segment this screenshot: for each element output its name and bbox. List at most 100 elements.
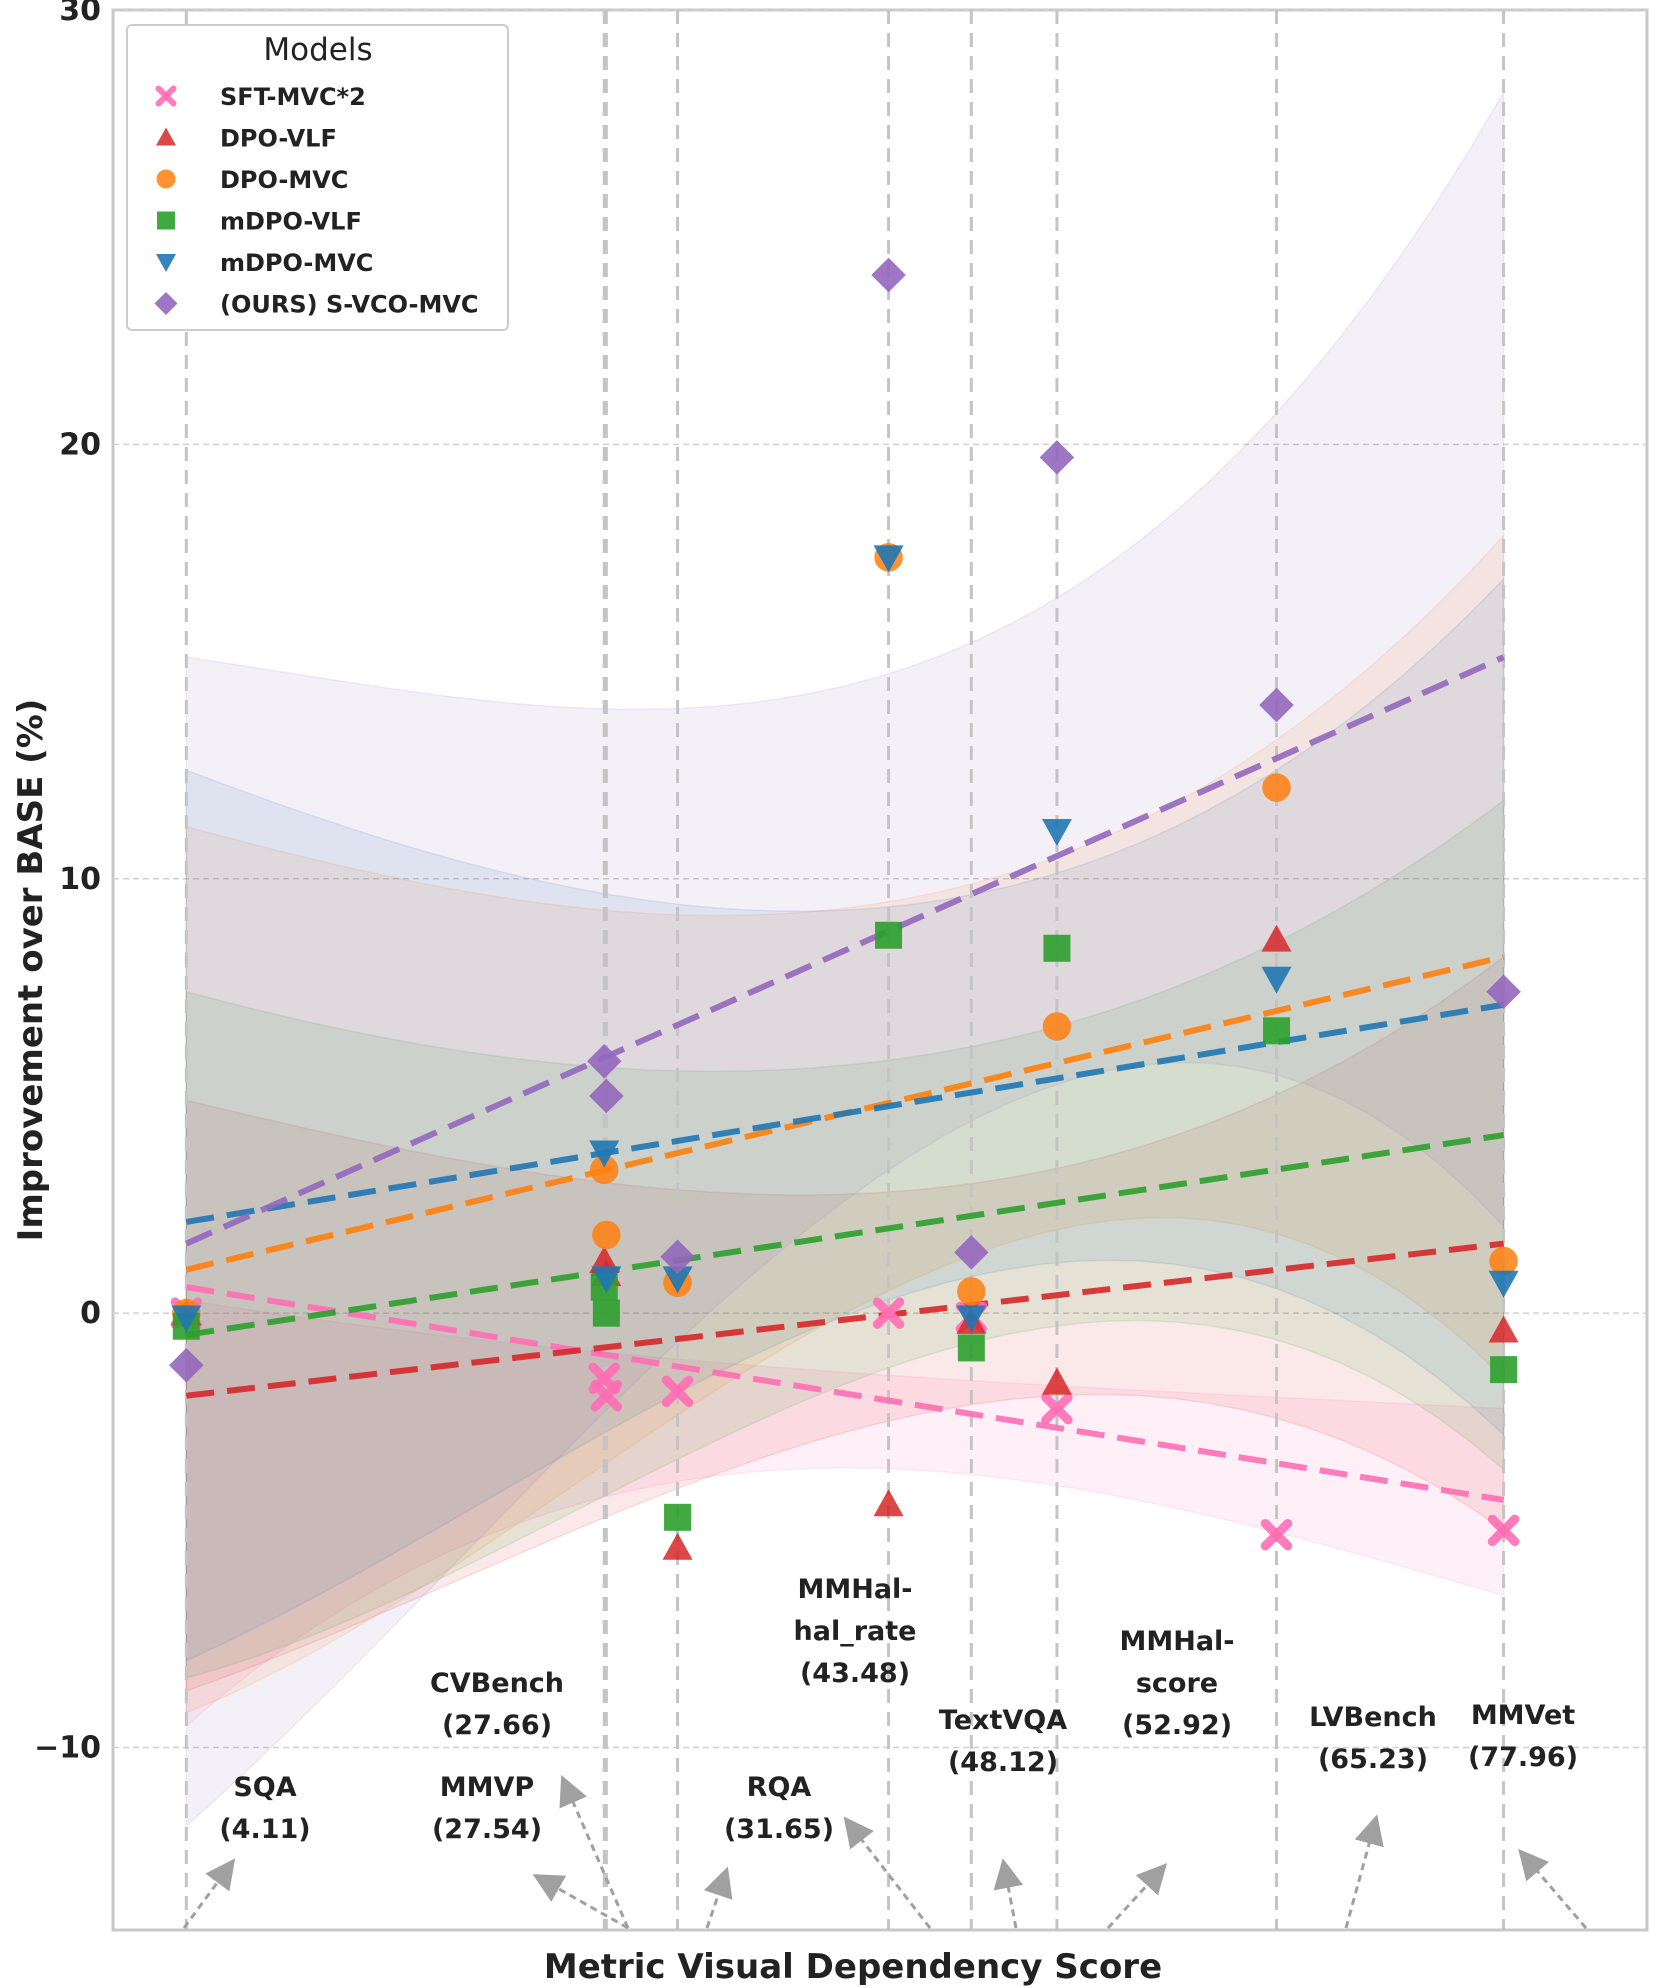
legend-label: mDPO-VLF — [220, 208, 362, 236]
data-point — [1263, 1017, 1291, 1045]
benchmark-arrow — [532, 1874, 629, 1930]
benchmark-arrows — [182, 1775, 1588, 1930]
benchmark-arrow — [182, 1858, 236, 1929]
benchmark-label: CVBench — [430, 1668, 564, 1699]
x-stroke — [590, 1379, 623, 1412]
y-axis-label: Improvement over BASE (%) — [11, 699, 51, 1242]
benchmark-label: score — [1136, 1668, 1218, 1699]
data-point — [956, 1305, 987, 1333]
benchmark-labels: SQA (4.11) MMVP (27.54) CVBench (27.66) RQA (31… — [219, 1574, 1578, 1845]
legend-label: (OURS) S-VCO-MVC — [220, 291, 479, 319]
legend-marker — [156, 254, 176, 272]
legend-marker — [157, 211, 175, 230]
benchmark-guide-lines — [184, 10, 1506, 1930]
data-point — [1041, 818, 1072, 846]
data-point — [589, 1140, 620, 1168]
trend-line — [185, 1284, 1505, 1503]
benchmark-arrow — [704, 1866, 733, 1929]
data-point — [1262, 773, 1291, 802]
data-point — [1488, 1270, 1519, 1298]
trend-lines — [185, 654, 1505, 1503]
legend: Models SFT-MVC*2 DPO-VLF DPO-MVC mDPO-VLF mD… — [126, 24, 509, 331]
legend-label: SFT-MVC*2 — [220, 83, 366, 111]
data-point — [660, 1239, 695, 1274]
legend-label: DPO-MVC — [220, 166, 348, 194]
trend-line — [185, 1132, 1505, 1338]
data-point — [1488, 1315, 1519, 1343]
data-point — [1259, 687, 1294, 723]
data-point — [1489, 1246, 1518, 1276]
data-point — [957, 1277, 986, 1306]
benchmark-label: (77.96) — [1468, 1742, 1578, 1773]
y-tick-label: 30 — [59, 0, 101, 28]
data-point — [661, 1375, 694, 1408]
data-point — [871, 257, 906, 293]
data-point — [592, 1299, 620, 1327]
data-point — [1261, 966, 1292, 994]
data-point — [873, 1489, 904, 1517]
data-point — [591, 1266, 622, 1294]
benchmark-arrow — [1106, 1863, 1168, 1930]
benchmark-arrow — [1518, 1848, 1588, 1929]
benchmark-label: (65.23) — [1318, 1744, 1428, 1775]
x-stroke — [155, 85, 177, 107]
benchmark-label: (27.54) — [432, 1814, 542, 1845]
data-point — [954, 1235, 989, 1270]
benchmark-label: (31.65) — [724, 1814, 834, 1845]
data-point — [872, 1297, 905, 1329]
x-stroke — [872, 1297, 905, 1329]
benchmark-label: MMHal- — [797, 1574, 912, 1605]
benchmark-label: hal_rate — [794, 1616, 917, 1647]
benchmark-label: (43.48) — [800, 1658, 910, 1689]
benchmark-label: (27.66) — [442, 1710, 552, 1741]
legend-marker — [155, 85, 177, 107]
benchmark-label: LVBench — [1309, 1702, 1437, 1733]
data-point — [589, 1246, 620, 1274]
trend-line — [185, 1240, 1504, 1399]
y-tick-label: −10 — [34, 1731, 101, 1766]
benchmark-label: RQA — [747, 1772, 812, 1803]
data-point — [873, 545, 904, 573]
data-point — [1039, 440, 1075, 475]
benchmark-label: MMHal- — [1119, 1626, 1234, 1657]
data-point — [664, 1503, 692, 1531]
data-point — [1490, 1356, 1518, 1384]
y-tick-label: 20 — [59, 427, 101, 462]
legend-marker — [156, 127, 176, 146]
x-axis-label: Metric Visual Dependency Score — [544, 1947, 1162, 1987]
data-point — [1042, 1012, 1072, 1041]
data-point — [1041, 1392, 1073, 1425]
data-point — [589, 1078, 624, 1114]
data-point — [662, 1266, 693, 1294]
data-point — [957, 1334, 985, 1362]
legend-marker — [156, 169, 176, 189]
legend-marker — [154, 292, 178, 315]
data-point — [171, 1305, 202, 1333]
data-point — [169, 1348, 204, 1383]
benchmark-label: MMVet — [1471, 1700, 1575, 1731]
benchmark-arrow — [843, 1816, 932, 1929]
confidence-bands — [185, 89, 1505, 1828]
data-point — [662, 1532, 693, 1560]
confidence-band — [185, 577, 1505, 1662]
x-stroke — [661, 1375, 694, 1408]
legend-box — [126, 24, 509, 331]
benchmark-label: (52.92) — [1122, 1710, 1232, 1741]
y-tick-label: 0 — [80, 1296, 101, 1331]
confidence-band — [185, 1299, 1505, 1728]
data-point — [1487, 1514, 1520, 1547]
benchmark-label: SQA — [233, 1772, 296, 1803]
legend-label: DPO-VLF — [220, 125, 337, 153]
data-point — [1486, 974, 1521, 1009]
benchmark-label: MMVP — [440, 1772, 534, 1803]
benchmark-arrow — [993, 1858, 1024, 1929]
y-tick-labels: 30 20 10 0 −10 — [34, 0, 101, 1766]
data-point — [1041, 1367, 1072, 1395]
data-point — [1043, 934, 1071, 962]
x-stroke — [1041, 1392, 1073, 1425]
legend-label: mDPO-MVC — [220, 249, 373, 277]
benchmark-label: (4.11) — [219, 1814, 310, 1845]
x-stroke — [1487, 1514, 1520, 1547]
legend-title: Models — [263, 32, 372, 68]
